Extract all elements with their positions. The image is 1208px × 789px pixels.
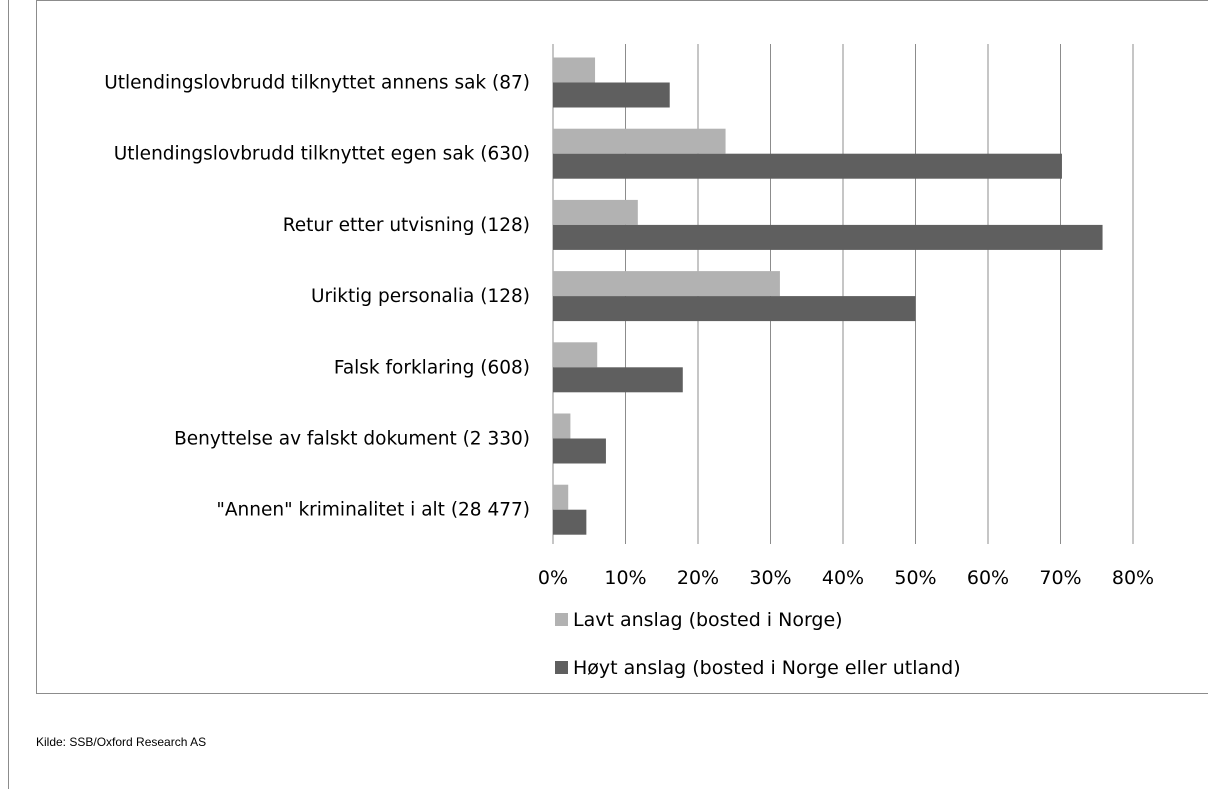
legend-swatch	[555, 613, 568, 626]
bars	[553, 57, 1103, 535]
x-tick-label: 20%	[677, 567, 719, 589]
page-left-rule	[8, 0, 9, 789]
x-tick-label: 80%	[1112, 567, 1154, 589]
legend-label: Lavt anslag (bosted i Norge)	[573, 609, 843, 631]
bar-high-estimate	[553, 367, 683, 393]
x-tick-labels: 0% 10% 20% 30% 40% 50% 60% 70% 80%	[538, 567, 1154, 589]
bar-high-estimate	[553, 509, 587, 535]
bar-low-estimate	[553, 57, 596, 83]
x-tick-label: 40%	[822, 567, 864, 589]
x-tick-label: 0%	[538, 567, 568, 589]
legend-label: Høyt anslag (bosted i Norge eller utland…	[573, 657, 961, 679]
bar-high-estimate	[553, 224, 1103, 250]
bar-low-estimate	[553, 271, 780, 297]
category-label: Retur etter utvisning (128)	[283, 215, 530, 236]
x-tick-label: 10%	[604, 567, 646, 589]
bar-chart: Utlendingslovbrudd tilknyttet annens sak…	[104, 44, 1154, 679]
category-label: "Annen" kriminalitet i alt (28 477)	[216, 500, 530, 521]
legend: Lavt anslag (bosted i Norge) Høyt anslag …	[555, 609, 961, 679]
category-label: Utlendingslovbrudd tilknyttet egen sak (…	[114, 144, 530, 165]
bar-low-estimate	[553, 128, 726, 154]
category-label: Falsk forklaring (608)	[334, 357, 530, 378]
legend-swatch	[555, 661, 568, 674]
bar-low-estimate	[553, 342, 598, 368]
bar-low-estimate	[553, 484, 569, 510]
x-tick-label: 50%	[894, 567, 936, 589]
x-tick-label: 30%	[749, 567, 791, 589]
x-tick-label: 70%	[1039, 567, 1081, 589]
bar-high-estimate	[553, 153, 1062, 179]
category-label: Utlendingslovbrudd tilknyttet annens sak…	[104, 73, 530, 94]
category-label: Uriktig personalia (128)	[311, 286, 530, 307]
bar-high-estimate	[553, 82, 670, 108]
category-label: Benyttelse av falskt dokument (2 330)	[174, 429, 530, 450]
x-tick-label: 60%	[967, 567, 1009, 589]
bar-low-estimate	[553, 199, 638, 225]
bar-high-estimate	[553, 438, 606, 464]
source-note: Kilde: SSB/Oxford Research AS	[36, 735, 207, 749]
category-labels: Utlendingslovbrudd tilknyttet annens sak…	[104, 73, 530, 521]
chart-frame	[36, 0, 1208, 694]
bar-high-estimate	[553, 296, 916, 322]
bar-low-estimate	[553, 413, 571, 439]
